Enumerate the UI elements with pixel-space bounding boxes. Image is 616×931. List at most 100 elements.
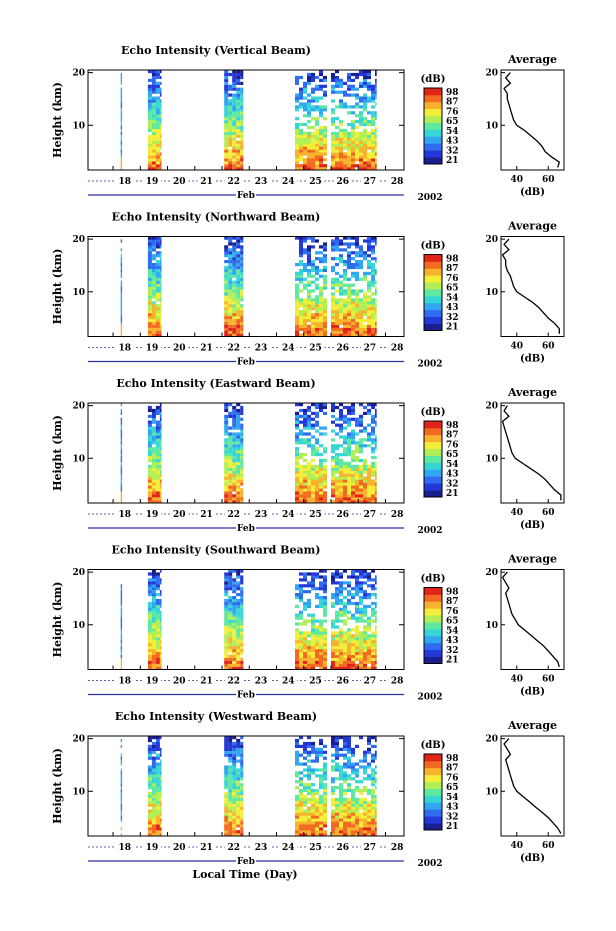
heatmap-cell: [331, 654, 335, 658]
heatmap-cell: [151, 414, 156, 418]
heatmap-cell: [232, 607, 237, 611]
heatmap-cell: [236, 99, 241, 103]
heatmap-cell: [367, 161, 371, 165]
heatmap-cell: [159, 794, 162, 798]
heatmap-cell: [151, 806, 156, 810]
heatmap-cell: [355, 146, 359, 150]
heatmap-cell: [159, 447, 162, 451]
heatmap-cell: [375, 756, 377, 760]
y-tick-label: 20: [72, 735, 85, 745]
heatmap-cell: [307, 324, 311, 328]
heatmap-cell: [339, 435, 343, 439]
heatmap-cell: [151, 628, 156, 632]
heatmap-cell: [319, 643, 323, 647]
heatmap-cell: [240, 771, 244, 775]
heatmap-cell: [319, 494, 323, 498]
heatmap-cell: [335, 315, 339, 320]
heatmap-cell: [240, 794, 244, 798]
heatmap-cell: [311, 827, 315, 831]
heatmap-cell: [228, 455, 233, 460]
heatmap-cell: [339, 818, 343, 822]
heatmap-cell: [315, 575, 319, 579]
heatmap-cell: [319, 333, 323, 337]
colorbar-tick-label: 32: [446, 812, 459, 822]
heatmap-cell: [355, 137, 359, 141]
x-tick-label: 22: [227, 510, 240, 520]
heatmap-cell: [155, 265, 160, 270]
heatmap-cell: [315, 453, 319, 457]
heatmap-cell: [159, 167, 162, 171]
heatmap-cell: [303, 307, 307, 311]
heatmap-cell: [240, 453, 244, 457]
heatmap-cell: [331, 134, 335, 138]
heatmap-cell: [339, 830, 343, 834]
heatmap-cell: [359, 447, 363, 451]
heatmap-cell: [323, 783, 327, 787]
heatmap-cell: [120, 327, 123, 331]
heatmap-cell: [371, 494, 375, 498]
heatmap-cell: [371, 806, 375, 810]
heatmap-cell: [240, 429, 244, 433]
heatmap-cell: [147, 750, 152, 754]
heatmap-cell: [339, 78, 343, 82]
heatmap-cell: [311, 768, 315, 772]
heatmap-cell: [311, 809, 315, 813]
heatmap-cell: [155, 634, 160, 638]
heatmap-cell: [120, 429, 123, 433]
heatmap-cell: [299, 479, 303, 483]
heatmap-cell: [359, 666, 363, 670]
x-tick-label-bg: [279, 177, 298, 185]
heatmap-cell: [159, 125, 162, 130]
x-tick-label: 20: [173, 677, 186, 687]
heatmap-cell: [319, 87, 323, 91]
heatmap-cell: [155, 327, 160, 331]
heatmap-cell: [120, 411, 123, 415]
heatmap-cell: [371, 155, 375, 159]
heatmap-cell: [159, 774, 162, 778]
heatmap-cell: [240, 651, 244, 656]
heatmap-cell: [319, 625, 323, 629]
heatmap-cell: [295, 622, 299, 626]
heatmap-cell: [240, 660, 244, 664]
heatmap-cell: [224, 628, 229, 632]
heatmap-cell: [355, 497, 359, 501]
heatmap-cell: [323, 125, 327, 130]
heatmap-cell: [307, 125, 311, 130]
heatmap-cell: [151, 604, 156, 608]
heatmap-cell: [339, 122, 343, 127]
heatmap-cell: [367, 167, 371, 171]
heatmap-cell: [323, 744, 327, 748]
heatmap-cell: [151, 476, 156, 480]
heatmap-cell: [343, 453, 347, 457]
heatmap-cell: [147, 155, 152, 159]
heatmap-cell: [335, 777, 339, 781]
heatmap-cell: [331, 313, 335, 317]
heatmap-cell: [375, 330, 377, 334]
heatmap-cell: [339, 660, 343, 664]
heatmap-cell: [236, 777, 241, 781]
heatmap-cell: [343, 500, 347, 504]
heatmap-cell: [232, 161, 237, 165]
heatmap-cell: [159, 411, 162, 415]
heatmap-cell: [120, 818, 123, 822]
heatmap-cell: [303, 491, 307, 495]
heatmap-cell: [307, 818, 311, 822]
heatmap-cell: [363, 651, 367, 656]
heatmap-cell: [151, 432, 156, 436]
heatmap-cell: [331, 777, 335, 781]
heatmap-cell: [155, 455, 160, 460]
heatmap-cell: [351, 663, 355, 667]
heatmap-cell: [339, 610, 343, 614]
heatmap-cell: [375, 114, 377, 118]
heatmap-cell: [311, 315, 315, 320]
heatmap-cell: [232, 105, 237, 109]
heatmap-cell: [347, 803, 351, 807]
heatmap-cell: [363, 146, 367, 150]
heatmap-cell: [331, 111, 335, 115]
heatmap-cell: [319, 444, 323, 448]
heatmap-cell: [315, 128, 319, 132]
heatmap-cell: [147, 500, 152, 504]
heatmap-cell: [147, 321, 152, 325]
heatmap-cell: [303, 321, 307, 325]
heatmap-cell: [315, 604, 319, 608]
